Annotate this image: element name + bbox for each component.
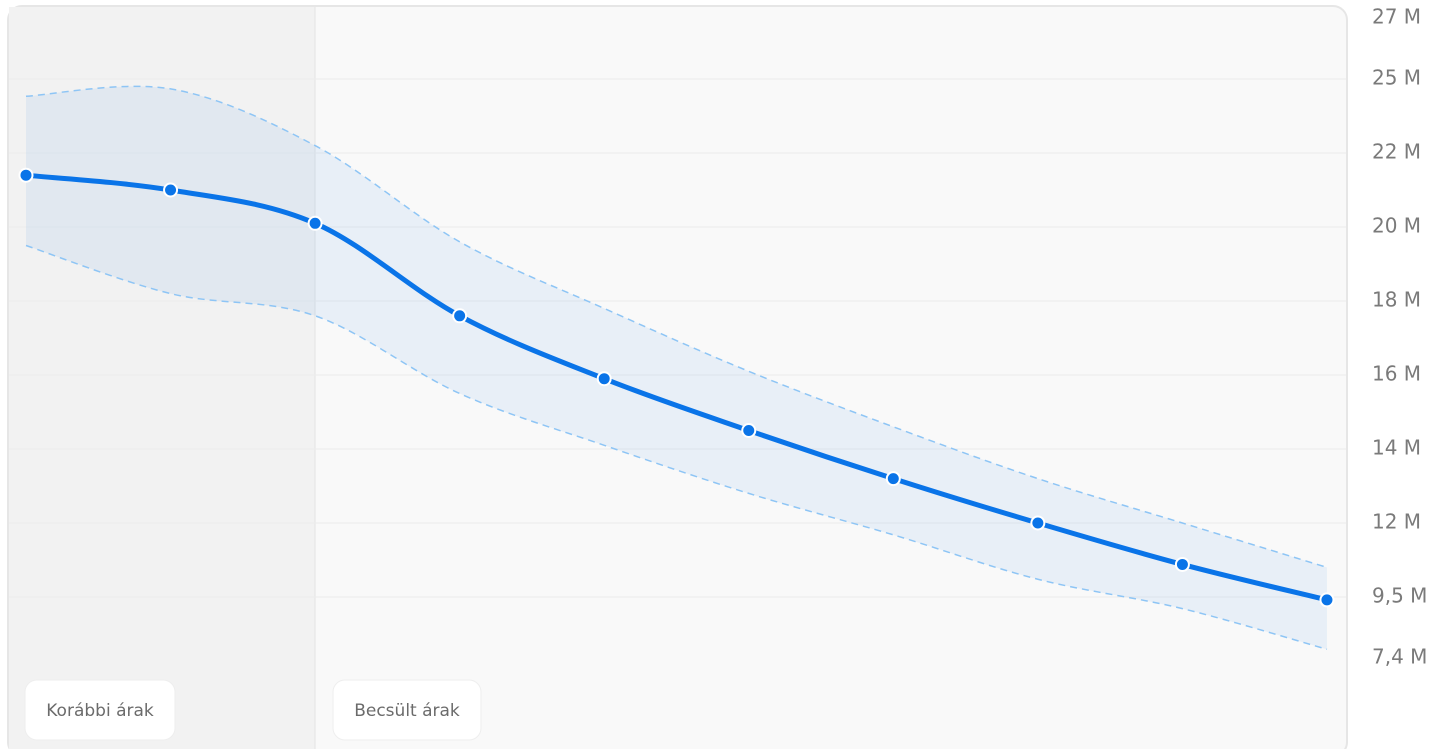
y-tick-label: 12 M [1372, 510, 1421, 534]
point [885, 471, 901, 487]
series [18, 167, 1335, 608]
point [596, 371, 612, 387]
point [1030, 515, 1046, 531]
badge: Korábbi árak [24, 679, 176, 741]
y-tick-label: 20 M [1372, 214, 1421, 238]
y-tick-label: 18 M [1372, 288, 1421, 312]
y-tick-label: 25 M [1372, 66, 1421, 90]
band-area [26, 86, 1327, 650]
y-tick-label: 14 M [1372, 436, 1421, 460]
point [1319, 592, 1335, 608]
band-lower [25, 244, 1328, 651]
history-region [9, 7, 315, 749]
badge-box [24, 679, 176, 741]
y-tick-label: 27 M [1372, 5, 1421, 29]
y-tick-label: 9,5 M [1372, 584, 1427, 608]
band-upper [25, 85, 1328, 569]
plot-frame [7, 5, 1348, 749]
y-tick-label: 16 M [1372, 362, 1421, 386]
point [452, 308, 468, 324]
band [25, 85, 1328, 651]
badge-label: Korábbi árak [46, 701, 154, 721]
badge: Becsült árak [332, 679, 482, 741]
line [23, 172, 1330, 603]
point [307, 215, 323, 231]
badge-label: Becsült árak [354, 701, 460, 721]
y-axis: 27 M 25 M 22 M 20 M 18 M 16 M 14 M 12 M 9,5 M 7,4… [1372, 5, 1427, 669]
grid [9, 78, 1346, 598]
point [741, 423, 757, 438]
point [163, 182, 179, 198]
y-tick-label: 7,4 M [1372, 645, 1427, 669]
badge-box [332, 679, 482, 741]
point [18, 167, 34, 183]
y-tick-label: 22 M [1372, 140, 1421, 164]
point [1174, 556, 1190, 572]
